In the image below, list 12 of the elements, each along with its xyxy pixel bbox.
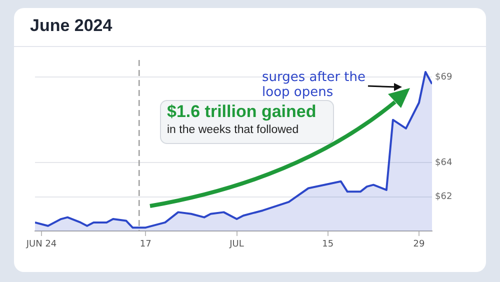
x-tick-label: 29 bbox=[413, 240, 425, 250]
y-tick-label: $64 bbox=[435, 158, 452, 168]
chart-title: June 2024 bbox=[30, 16, 112, 36]
y-tick-label: $69 bbox=[435, 72, 452, 82]
x-tick-label: JUL bbox=[228, 240, 244, 250]
annotation: in the weeks that followed bbox=[167, 124, 299, 136]
x-tick-label: 15 bbox=[322, 240, 334, 250]
x-tick-label: JUN 24 bbox=[25, 240, 57, 250]
annotation: surges after the loop opens bbox=[262, 70, 367, 100]
x-tick-label: 17 bbox=[140, 240, 152, 250]
y-tick-label: $62 bbox=[435, 192, 452, 202]
annotation: $1.6 trillion gained bbox=[167, 102, 316, 122]
